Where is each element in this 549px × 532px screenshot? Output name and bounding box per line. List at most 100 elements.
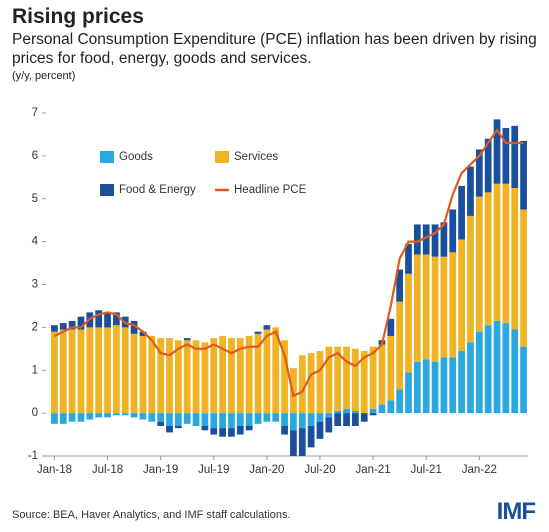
- bar-segment: [405, 273, 412, 373]
- bar-segment: [148, 335, 156, 414]
- bar-segment: [475, 196, 483, 332]
- bar-segment: [467, 215, 474, 343]
- bar-segment: [148, 413, 156, 422]
- bar-segment: [201, 342, 209, 414]
- bar-segment: [458, 350, 465, 414]
- bar-segment: [281, 340, 288, 414]
- bar-segment: [139, 331, 147, 336]
- bar-segment: [458, 239, 465, 351]
- bar-segment: [396, 389, 404, 414]
- bar-segment: [236, 413, 244, 426]
- bar-segment: [378, 404, 386, 414]
- bar-segment: [422, 224, 430, 255]
- bar-segment: [343, 408, 350, 414]
- bar-segment: [467, 342, 474, 414]
- chart-subtitle: Personal Consumption Expenditure (PCE) i…: [12, 31, 537, 67]
- bar-segment: [449, 252, 457, 358]
- x-tick-label: Jul-20: [304, 464, 335, 476]
- bar-segment: [440, 357, 448, 414]
- bar-segment: [413, 361, 421, 414]
- bar-segment: [77, 316, 85, 330]
- bar-segment: [130, 413, 138, 418]
- bar-segment: [502, 183, 510, 324]
- bar-segment: [307, 353, 315, 414]
- bar-segment: [228, 338, 235, 414]
- bar-segment: [192, 340, 200, 414]
- bar-segment: [290, 430, 297, 456]
- legend-swatch: [100, 184, 114, 196]
- bar-segment: [272, 413, 280, 422]
- x-tick-label: Jan-22: [462, 464, 497, 476]
- bar-segment: [298, 413, 306, 429]
- bar-segment: [334, 346, 342, 411]
- bar-segment: [290, 368, 297, 414]
- bar-segment: [431, 256, 439, 362]
- bar-segment: [113, 413, 120, 416]
- bar-segment: [254, 413, 262, 424]
- bar-segment: [245, 413, 253, 426]
- x-tick-label: Jan-20: [249, 464, 284, 476]
- bar-segment: [174, 340, 182, 414]
- bar-segment: [51, 331, 58, 414]
- bar-segment: [183, 413, 191, 424]
- bar-segment: [51, 325, 58, 332]
- legend-label: Food & Energy: [119, 184, 196, 196]
- x-tick-label: Jul-18: [92, 464, 123, 476]
- y-tick-label: 4: [32, 236, 39, 248]
- y-tick-label: 5: [32, 193, 38, 205]
- bar-segment: [520, 346, 527, 414]
- bar-segment: [113, 312, 120, 326]
- y-tick-label: 0: [32, 407, 38, 419]
- bar-segment: [475, 149, 483, 197]
- y-axis-label: (y/y, percent): [12, 70, 76, 82]
- bar-segment: [396, 269, 404, 302]
- bar-segment: [307, 425, 315, 448]
- bar-segment: [343, 413, 350, 426]
- bar-segment: [113, 325, 120, 414]
- bar-segment: [228, 413, 235, 429]
- legend-label: Services: [234, 151, 278, 163]
- y-tick-label: 7: [32, 107, 38, 119]
- x-tick-label: Jan-19: [143, 464, 178, 476]
- bar-segment: [316, 421, 324, 439]
- bar-segment: [387, 335, 395, 401]
- legend-label: Headline PCE: [234, 184, 307, 196]
- bar-segment: [59, 329, 67, 414]
- y-tick-label: 2: [32, 321, 38, 333]
- bar-segment: [502, 323, 510, 414]
- bar-segment: [254, 331, 262, 334]
- bar-segment: [68, 320, 76, 330]
- bar-segment: [343, 346, 350, 409]
- bar-segment: [157, 421, 165, 426]
- bar-segment: [121, 413, 129, 416]
- bar-segment: [298, 428, 306, 456]
- bar-segment: [298, 355, 306, 414]
- bar-segment: [254, 333, 262, 414]
- bar-segment: [352, 413, 359, 426]
- bar-segment: [245, 335, 253, 414]
- bar-segment: [59, 413, 67, 424]
- bar-segment: [484, 138, 492, 193]
- bar-segment: [210, 338, 218, 414]
- bar-segment: [334, 410, 342, 414]
- chart-title: Rising prices: [12, 5, 144, 28]
- bar-segment: [281, 425, 288, 435]
- bar-segment: [352, 410, 359, 414]
- bar-segment: [431, 361, 439, 414]
- bar-segment: [281, 413, 288, 426]
- bar-segment: [210, 428, 218, 435]
- y-tick-label: 3: [32, 279, 38, 291]
- bar-segment: [139, 335, 147, 414]
- bar-segment: [183, 340, 191, 414]
- bar-segment: [95, 327, 103, 414]
- y-tick-label: 1: [32, 364, 38, 376]
- bar-segment: [263, 329, 271, 414]
- bar-segment: [352, 348, 359, 411]
- y-tick-label: -1: [28, 450, 38, 462]
- bar-segment: [325, 417, 333, 433]
- bar-segment: [95, 310, 103, 328]
- bar-segment: [316, 413, 324, 422]
- bar-segment: [502, 128, 510, 184]
- bar-segment: [68, 413, 76, 422]
- source-note: Source: BEA, Haver Analytics, and IMF st…: [12, 509, 291, 521]
